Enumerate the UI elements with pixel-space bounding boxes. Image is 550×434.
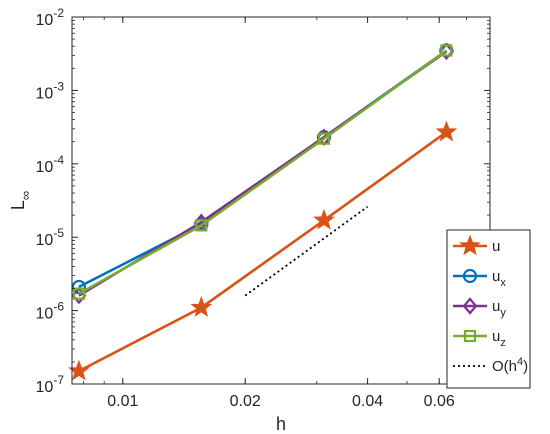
y-tick-label: 10-4 xyxy=(36,153,65,176)
y-tick-base: 10 xyxy=(36,306,54,323)
legend-entry-1: ux xyxy=(453,268,506,289)
y-tick-base: 10 xyxy=(36,85,54,102)
legend-label-1: ux xyxy=(492,268,506,289)
y-tick-exponent: -4 xyxy=(53,153,64,167)
y-tick-exponent: -5 xyxy=(53,226,64,240)
y-tick-label: 10-2 xyxy=(36,6,65,29)
y-tick-exponent: -2 xyxy=(53,6,64,20)
legend-marker-3 xyxy=(463,329,477,343)
y-tick-label: 10-6 xyxy=(36,300,65,323)
legend-marker-0 xyxy=(459,234,481,256)
legend: u ux uy uz O(h4) xyxy=(446,229,531,389)
data-point-3-3 xyxy=(440,44,453,57)
y-tick-exponent: -6 xyxy=(53,300,64,314)
y-axis-label-main: L xyxy=(8,200,28,210)
data-point-3-0 xyxy=(72,287,86,300)
axes-box xyxy=(71,16,491,385)
data-point-0-2 xyxy=(313,208,335,230)
x-tick-label: 0.02 xyxy=(230,393,261,410)
ticks-layer: 10-710-610-510-410-310-20.01 0.02 0.04 0.06 xyxy=(36,6,491,410)
series-3 xyxy=(72,44,453,300)
legend-label-4: O(h4) xyxy=(492,356,528,375)
legend-marker-1 xyxy=(462,268,478,284)
axes-layer xyxy=(71,16,491,385)
series-line-0 xyxy=(78,131,448,373)
y-tick-base: 10 xyxy=(36,12,54,29)
legend-label-2: uy xyxy=(492,298,506,319)
y-tick-label: 10-7 xyxy=(36,373,65,396)
legend-entry-3: uz xyxy=(453,328,506,349)
y-tick-base: 10 xyxy=(36,159,54,176)
data-point-3-2 xyxy=(317,132,331,145)
series-layer xyxy=(68,42,458,381)
y-axis-label: L∞ xyxy=(8,191,33,210)
data-point-0-3 xyxy=(435,120,458,142)
legend-entry-2: uy xyxy=(453,297,506,319)
y-axis-label-sub: ∞ xyxy=(18,191,33,200)
y-tick-base: 10 xyxy=(36,379,54,396)
x-tick-label: 0.06 xyxy=(424,393,455,410)
legend-box xyxy=(446,229,531,389)
x-tick-label: 0.01 xyxy=(107,393,138,410)
data-point-3-1 xyxy=(195,219,208,232)
y-tick-exponent: -3 xyxy=(53,79,64,93)
legend-label-3: uz xyxy=(492,328,506,349)
series-4 xyxy=(244,205,369,297)
series-0 xyxy=(68,120,458,381)
y-tick-label: 10-3 xyxy=(36,79,65,102)
legend-marker-2 xyxy=(462,297,478,315)
legend-entry-4: O(h4) xyxy=(453,356,528,375)
data-point-0-1 xyxy=(190,296,213,317)
legend-label-0: u xyxy=(492,238,500,255)
series-line-4 xyxy=(244,205,369,297)
y-tick-base: 10 xyxy=(36,232,54,249)
plot-area xyxy=(72,17,490,384)
y-tick-exponent: -7 xyxy=(53,373,64,387)
series-line-3 xyxy=(78,49,448,295)
x-tick-label: 0.04 xyxy=(352,393,383,410)
legend-entry-0: u xyxy=(453,234,500,256)
y-tick-label: 10-5 xyxy=(36,226,65,249)
x-axis-label: h xyxy=(276,414,286,434)
